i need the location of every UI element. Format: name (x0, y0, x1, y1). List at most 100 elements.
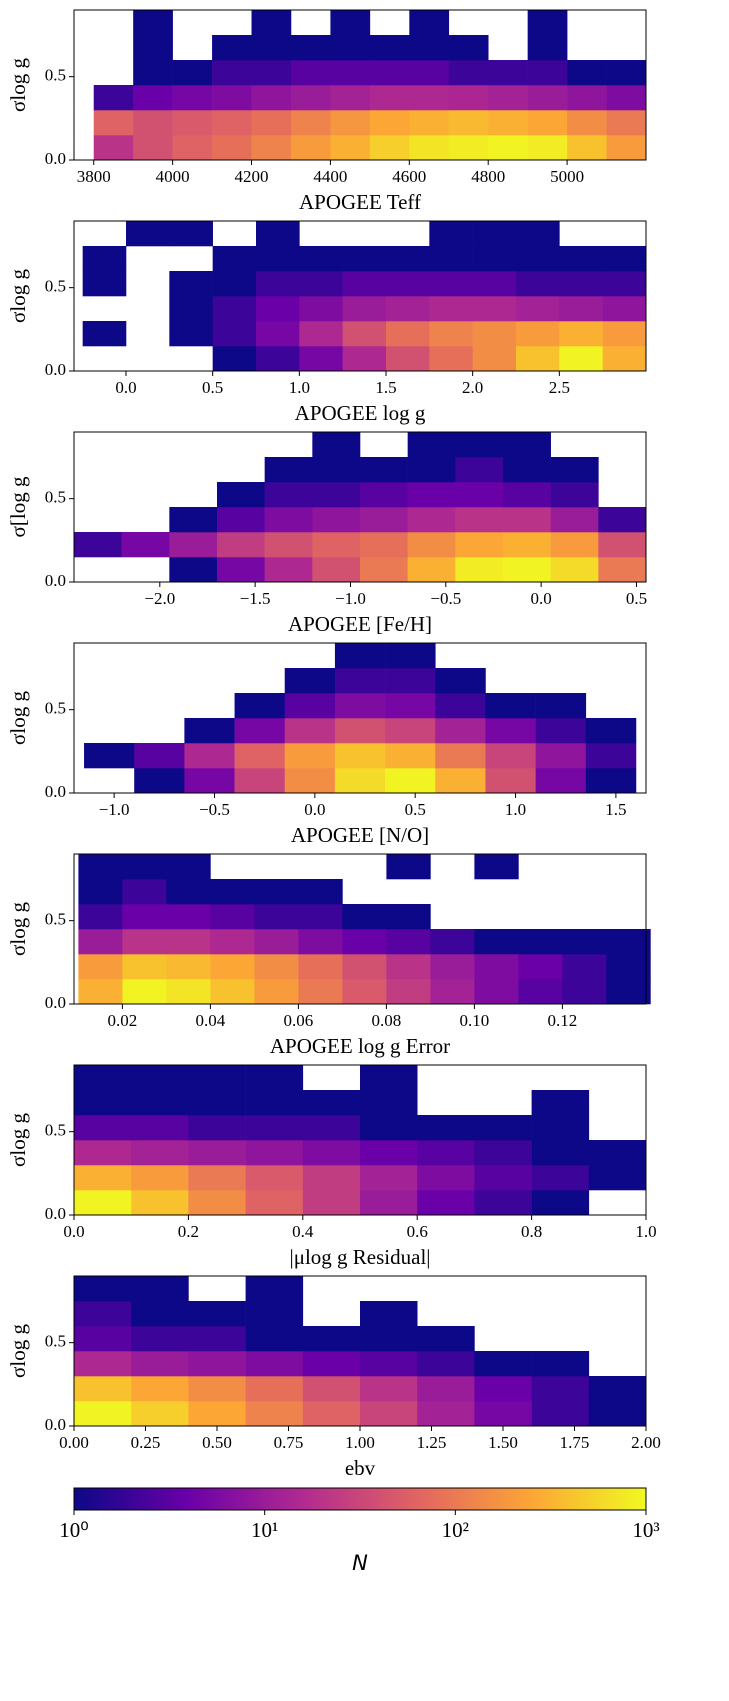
hist-cell (516, 221, 560, 247)
hist-cell (598, 532, 647, 558)
hist-cell (299, 271, 343, 297)
hist-cell (531, 1090, 590, 1116)
hist-cell (254, 979, 299, 1005)
hist-cell (210, 979, 255, 1005)
hist-cell (606, 929, 651, 955)
hist-cell (188, 1376, 246, 1402)
hist-cell (290, 35, 331, 61)
x-tick-label: 0.75 (274, 1433, 304, 1452)
x-tick-label: 0.0 (115, 378, 136, 397)
hist-cell (455, 507, 504, 533)
hist-cell (386, 321, 430, 347)
hist-cell (342, 271, 387, 297)
x-tick-label: 1.75 (560, 1433, 590, 1452)
hist-cell (78, 954, 123, 980)
hist-cell (448, 110, 489, 136)
hist-cell (385, 643, 436, 669)
hist-cell (131, 1326, 189, 1352)
plot-frame (73, 1064, 647, 1216)
hist-cell (474, 1165, 532, 1191)
x-tick-label: 2.0 (462, 378, 483, 397)
hist-cell (74, 1190, 132, 1216)
hist-cell (527, 10, 568, 36)
hist-cell (298, 929, 343, 955)
hist-cell (131, 1090, 189, 1116)
hist-cell (184, 768, 235, 794)
hist-cell (169, 321, 213, 347)
hist-cell (503, 432, 551, 458)
hist-cell (334, 768, 386, 794)
y-tick-label: 0.5 (45, 1332, 66, 1351)
hist-cell (131, 1401, 189, 1427)
x-tick-label: 0.8 (521, 1222, 542, 1241)
hist-cell (131, 1165, 189, 1191)
hist-cell (550, 482, 599, 508)
hist-cell (210, 904, 255, 930)
hist-cell (298, 979, 343, 1005)
hist-cell (360, 1115, 418, 1141)
hist-cell (169, 271, 213, 297)
hist-cell (567, 135, 607, 161)
hist-cell (245, 1190, 304, 1216)
hist-cell (74, 1351, 132, 1377)
hist-cell (126, 221, 170, 247)
hist-cell (417, 1190, 475, 1216)
hist-cell (430, 954, 475, 980)
hist-cell (360, 1190, 418, 1216)
hist-cell (455, 482, 504, 508)
hist-cell (188, 1090, 246, 1116)
hist-cell (330, 135, 371, 161)
x-tick-label: 0.08 (372, 1011, 402, 1030)
hist-cell (386, 246, 430, 272)
hist-cell (334, 743, 386, 769)
hist-cell (386, 929, 431, 955)
x-tick-label: 5000 (550, 167, 584, 186)
hist-cell (302, 1190, 361, 1216)
hist-cell (535, 718, 587, 744)
y-tick-label: 0.5 (45, 488, 66, 507)
x-axis-label: APOGEE log g (295, 401, 426, 425)
hist-cell (585, 768, 637, 794)
hist-cell (84, 743, 135, 769)
hist-cell (369, 35, 410, 61)
hist-cell (342, 929, 387, 955)
hist-cell (93, 135, 134, 161)
hist-cell (435, 693, 486, 719)
hist-cell (474, 1351, 532, 1377)
hist-cell (254, 929, 299, 955)
hist-cell (78, 929, 123, 955)
hist-cell (474, 954, 519, 980)
panel: 3800 4000 4200 4400 4600 4800 5000 0.0 0.5 APOGEE… (6, 9, 647, 214)
hist-cell (254, 954, 299, 980)
hist-cell (474, 1376, 532, 1402)
hist-cell (251, 35, 292, 61)
hist-cell (606, 979, 651, 1005)
hist-cell (527, 35, 568, 61)
hist-cell (409, 85, 450, 111)
hist-cell (299, 246, 343, 272)
hist-cell (122, 954, 167, 980)
hist-cell (251, 85, 292, 111)
x-axis-label: APOGEE [N/O] (291, 823, 429, 847)
hist-cell (169, 532, 218, 558)
hist-cell (133, 10, 173, 36)
hist-cell (485, 743, 536, 769)
y-tick-label: 0.0 (45, 782, 66, 801)
hist-cell (131, 1115, 189, 1141)
hist-cell (299, 321, 343, 347)
hist-cell (264, 557, 313, 583)
hist-cell (302, 1115, 361, 1141)
hist-cell (531, 1115, 590, 1141)
hist-cell (567, 60, 607, 86)
hist-cell (455, 532, 504, 558)
x-tick-label: 0.25 (131, 1433, 161, 1452)
hist-cell (417, 1351, 475, 1377)
hist-cell (74, 1065, 132, 1091)
y-tick-label: 0.5 (45, 699, 66, 718)
hist-cell (212, 321, 257, 347)
hist-cell (299, 296, 343, 322)
hist-cell (74, 1401, 132, 1427)
hist-cell (74, 1115, 132, 1141)
hist-cell (503, 532, 551, 558)
